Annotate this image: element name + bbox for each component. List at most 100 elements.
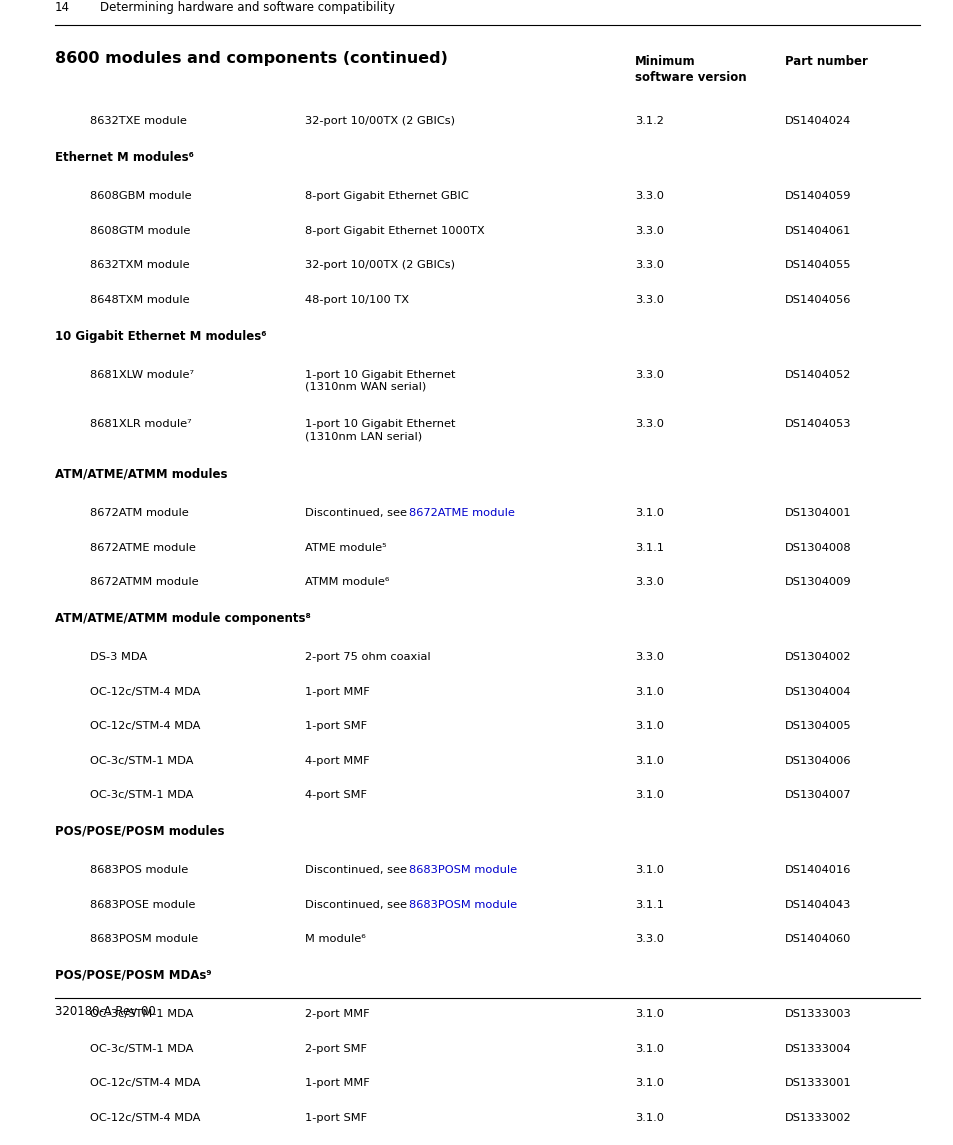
Text: 8683POS module: 8683POS module — [90, 864, 188, 875]
Text: DS1404061: DS1404061 — [784, 226, 850, 236]
Text: 3.1.0: 3.1.0 — [635, 508, 663, 518]
Text: ATM/ATME/ATMM module components⁸: ATM/ATME/ATMM module components⁸ — [55, 611, 311, 625]
Text: 10 Gigabit Ethernet M modules⁶: 10 Gigabit Ethernet M modules⁶ — [55, 330, 266, 342]
Text: ATMM module⁶: ATMM module⁶ — [305, 577, 389, 587]
Text: POS/POSE/POSM modules: POS/POSE/POSM modules — [55, 824, 224, 838]
Text: Part number: Part number — [784, 55, 867, 69]
Text: Discontinued, see: Discontinued, see — [305, 508, 410, 518]
Text: 3.3.0: 3.3.0 — [635, 419, 663, 428]
Text: 8683POSE module: 8683POSE module — [90, 900, 195, 909]
Text: 4-port MMF: 4-port MMF — [305, 756, 369, 766]
Text: OC-12c/STM-4 MDA: OC-12c/STM-4 MDA — [90, 687, 200, 696]
Text: 8608GTM module: 8608GTM module — [90, 226, 191, 236]
Text: DS1404053: DS1404053 — [784, 419, 851, 428]
Text: 8683POSM module: 8683POSM module — [409, 900, 517, 909]
Text: 1-port 10 Gigabit Ethernet
(1310nm WAN serial): 1-port 10 Gigabit Ethernet (1310nm WAN s… — [305, 370, 455, 392]
Text: DS1404059: DS1404059 — [784, 191, 851, 202]
Text: 8681XLW module⁷: 8681XLW module⁷ — [90, 370, 193, 380]
Text: M module⁶: M module⁶ — [305, 934, 365, 945]
Text: 3.1.2: 3.1.2 — [635, 117, 663, 126]
Text: DS1404052: DS1404052 — [784, 370, 850, 380]
Text: OC-12c/STM-4 MDA: OC-12c/STM-4 MDA — [90, 721, 200, 732]
Text: 32-port 10/00TX (2 GBICs): 32-port 10/00TX (2 GBICs) — [305, 117, 455, 126]
Text: 3.1.0: 3.1.0 — [635, 721, 663, 732]
Text: DS1333004: DS1333004 — [784, 1043, 851, 1053]
Text: DS1304006: DS1304006 — [784, 756, 851, 766]
Text: DS1304001: DS1304001 — [784, 508, 851, 518]
Text: 8681XLR module⁷: 8681XLR module⁷ — [90, 419, 192, 428]
Text: DS1404024: DS1404024 — [784, 117, 850, 126]
Text: OC-3c/STM-1 MDA: OC-3c/STM-1 MDA — [90, 756, 193, 766]
Text: 3.3.0: 3.3.0 — [635, 191, 663, 202]
Text: 8600 modules and components (continued): 8600 modules and components (continued) — [55, 50, 447, 65]
Text: POS/POSE/POSM MDAs⁹: POS/POSE/POSM MDAs⁹ — [55, 969, 212, 982]
Text: DS-3 MDA: DS-3 MDA — [90, 652, 147, 662]
Text: DS1333003: DS1333003 — [784, 1009, 851, 1019]
Text: 1-port SMF: 1-port SMF — [305, 721, 367, 732]
Text: ATME module⁵: ATME module⁵ — [305, 543, 386, 553]
Text: 8632TXM module: 8632TXM module — [90, 260, 190, 270]
Text: 3.1.0: 3.1.0 — [635, 1079, 663, 1088]
Text: DS1333001: DS1333001 — [784, 1079, 851, 1088]
Text: 8672ATME module: 8672ATME module — [409, 508, 515, 518]
Text: 8672ATMM module: 8672ATMM module — [90, 577, 198, 587]
Text: 8632TXE module: 8632TXE module — [90, 117, 187, 126]
Text: DS1404016: DS1404016 — [784, 864, 850, 875]
Text: Discontinued, see: Discontinued, see — [305, 900, 410, 909]
Text: 2-port 75 ohm coaxial: 2-port 75 ohm coaxial — [305, 652, 430, 662]
Text: 2-port MMF: 2-port MMF — [305, 1009, 369, 1019]
Text: 3.1.0: 3.1.0 — [635, 756, 663, 766]
Text: 8-port Gigabit Ethernet GBIC: 8-port Gigabit Ethernet GBIC — [305, 191, 468, 202]
Text: DS1304002: DS1304002 — [784, 652, 851, 662]
Text: 3.1.0: 3.1.0 — [635, 1043, 663, 1053]
Text: 3.3.0: 3.3.0 — [635, 934, 663, 945]
Text: DS1404043: DS1404043 — [784, 900, 850, 909]
Text: 3.3.0: 3.3.0 — [635, 370, 663, 380]
Text: OC-3c/STM-1 MDA: OC-3c/STM-1 MDA — [90, 790, 193, 800]
Text: 8672ATM module: 8672ATM module — [90, 508, 189, 518]
Text: 8648TXM module: 8648TXM module — [90, 295, 190, 305]
Text: DS1304007: DS1304007 — [784, 790, 851, 800]
Text: 3.3.0: 3.3.0 — [635, 260, 663, 270]
Text: 48-port 10/100 TX: 48-port 10/100 TX — [305, 295, 409, 305]
Text: 3.3.0: 3.3.0 — [635, 226, 663, 236]
Text: Determining hardware and software compatibility: Determining hardware and software compat… — [100, 1, 395, 15]
Text: 32-port 10/00TX (2 GBICs): 32-port 10/00TX (2 GBICs) — [305, 260, 455, 270]
Text: Ethernet M modules⁶: Ethernet M modules⁶ — [55, 151, 193, 164]
Text: 3.3.0: 3.3.0 — [635, 652, 663, 662]
Text: DS1404056: DS1404056 — [784, 295, 850, 305]
Text: 3.3.0: 3.3.0 — [635, 295, 663, 305]
Text: 3.1.0: 3.1.0 — [635, 1113, 663, 1123]
Text: 8672ATME module: 8672ATME module — [90, 543, 195, 553]
Text: 2-port SMF: 2-port SMF — [305, 1043, 367, 1053]
Text: 3.1.0: 3.1.0 — [635, 1009, 663, 1019]
Text: DS1304004: DS1304004 — [784, 687, 851, 696]
Text: DS1404055: DS1404055 — [784, 260, 851, 270]
Text: 14: 14 — [55, 1, 70, 15]
Text: 8608GBM module: 8608GBM module — [90, 191, 192, 202]
Text: DS1304008: DS1304008 — [784, 543, 851, 553]
Text: DS1333002: DS1333002 — [784, 1113, 851, 1123]
Text: 3.1.0: 3.1.0 — [635, 687, 663, 696]
Text: OC-12c/STM-4 MDA: OC-12c/STM-4 MDA — [90, 1113, 200, 1123]
Text: 3.1.1: 3.1.1 — [635, 543, 663, 553]
Text: 4-port SMF: 4-port SMF — [305, 790, 367, 800]
Text: 3.1.0: 3.1.0 — [635, 864, 663, 875]
Text: 3.1.0: 3.1.0 — [635, 790, 663, 800]
Text: Minimum
software version: Minimum software version — [635, 55, 746, 85]
Text: 320180-A Rev 00: 320180-A Rev 00 — [55, 1005, 155, 1018]
Text: 1-port 10 Gigabit Ethernet
(1310nm LAN serial): 1-port 10 Gigabit Ethernet (1310nm LAN s… — [305, 419, 455, 441]
Text: DS1404060: DS1404060 — [784, 934, 850, 945]
Text: OC-3c/STM-1 MDA: OC-3c/STM-1 MDA — [90, 1009, 193, 1019]
Text: 1-port MMF: 1-port MMF — [305, 687, 370, 696]
Text: Discontinued, see: Discontinued, see — [305, 864, 410, 875]
Text: DS1304005: DS1304005 — [784, 721, 851, 732]
Text: OC-3c/STM-1 MDA: OC-3c/STM-1 MDA — [90, 1043, 193, 1053]
Text: OC-12c/STM-4 MDA: OC-12c/STM-4 MDA — [90, 1079, 200, 1088]
Text: 3.1.1: 3.1.1 — [635, 900, 663, 909]
Text: 1-port SMF: 1-port SMF — [305, 1113, 367, 1123]
Text: ATM/ATME/ATMM modules: ATM/ATME/ATMM modules — [55, 468, 227, 481]
Text: 8683POSM module: 8683POSM module — [409, 864, 517, 875]
Text: 3.3.0: 3.3.0 — [635, 577, 663, 587]
Text: 1-port MMF: 1-port MMF — [305, 1079, 370, 1088]
